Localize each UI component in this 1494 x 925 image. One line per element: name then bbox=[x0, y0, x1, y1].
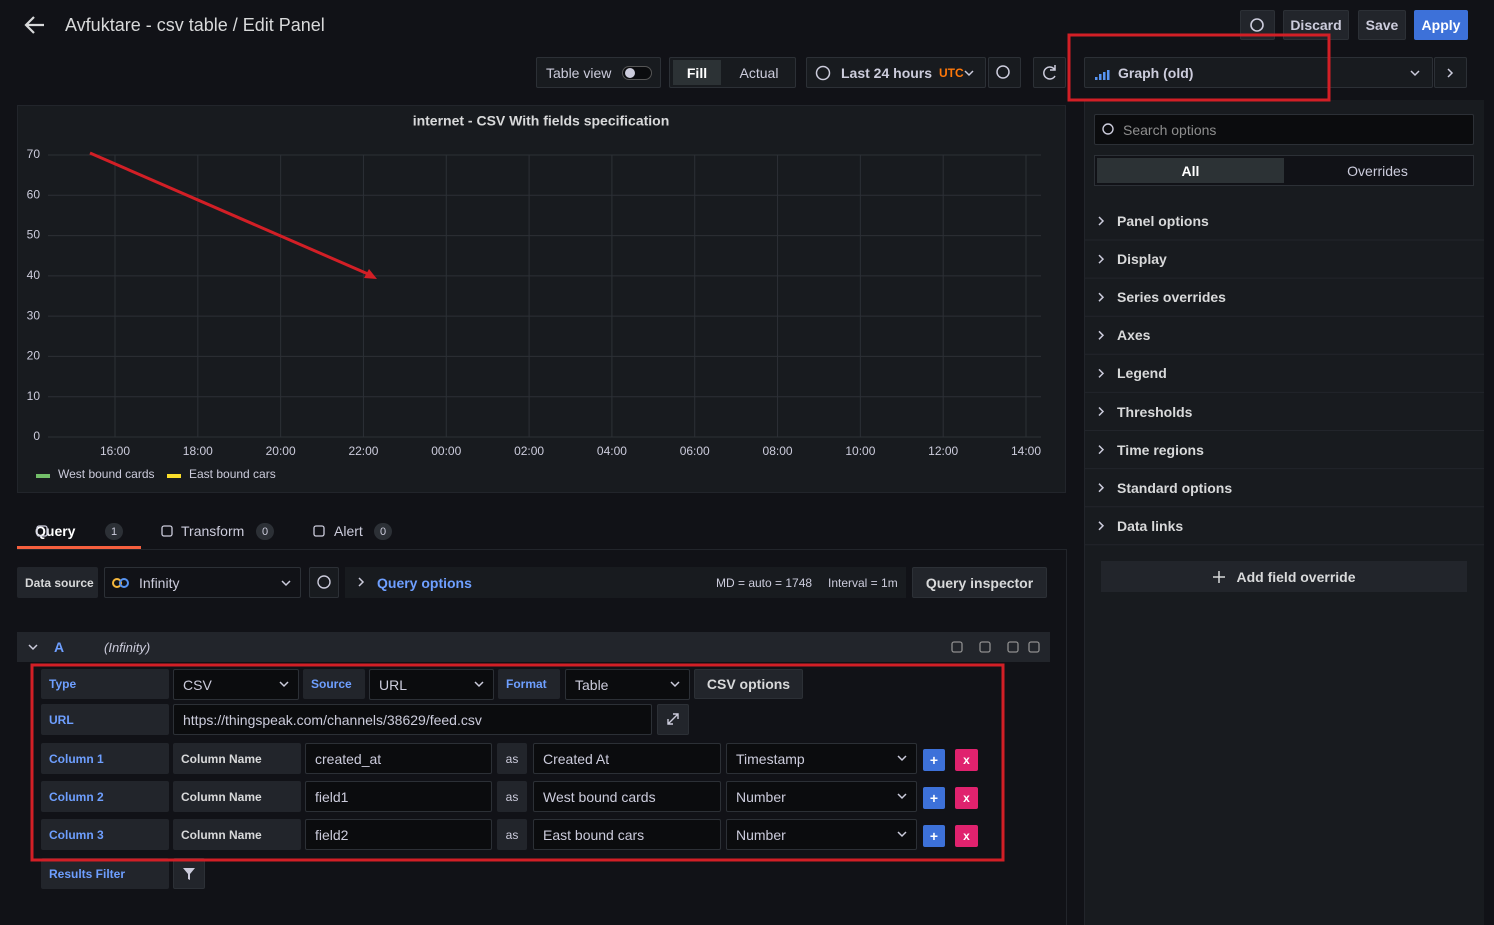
time-range: Last 24 hours bbox=[841, 64, 933, 81]
actual-button[interactable]: Actual bbox=[739, 64, 779, 81]
options-section[interactable]: Display bbox=[1117, 251, 1167, 268]
as-label: as bbox=[497, 743, 527, 774]
column-label: Column 1 bbox=[41, 743, 169, 774]
table-view-label: Table view bbox=[546, 64, 612, 81]
url-label: URL bbox=[41, 704, 169, 735]
column-name-label: Column Name bbox=[173, 819, 301, 850]
csv-options-button[interactable]: CSV options bbox=[694, 669, 803, 699]
query-options[interactable]: Query options bbox=[377, 574, 472, 591]
as-label: as bbox=[497, 781, 527, 812]
page-title: Avfuktare - csv table / Edit Panel bbox=[65, 14, 325, 35]
expand-button[interactable] bbox=[657, 704, 689, 735]
type-select[interactable]: CSV bbox=[173, 669, 299, 700]
options-section[interactable]: Series overrides bbox=[1117, 289, 1226, 306]
remove-column-button[interactable]: x bbox=[955, 749, 978, 771]
add-column-button[interactable]: + bbox=[923, 787, 945, 809]
apply-button[interactable]: Apply bbox=[1414, 10, 1468, 40]
query-tab[interactable]: Alert bbox=[334, 523, 363, 539]
options-tab[interactable]: Overrides bbox=[1347, 162, 1408, 179]
column-alias[interactable]: East bound cars bbox=[533, 819, 721, 850]
options-section[interactable]: Time regions bbox=[1117, 441, 1204, 458]
tab-count: 0 bbox=[256, 523, 274, 540]
discard-button[interactable]: Discard bbox=[1283, 10, 1349, 40]
options-tab[interactable]: All bbox=[1097, 158, 1284, 183]
tab-count: 0 bbox=[374, 523, 392, 540]
options-section[interactable]: Panel options bbox=[1117, 213, 1209, 229]
remove-column-button[interactable]: x bbox=[955, 787, 978, 809]
query-tab-underline bbox=[17, 546, 141, 549]
column-type[interactable]: Timestamp bbox=[726, 743, 917, 774]
filter-button[interactable] bbox=[173, 858, 205, 889]
visualization-picker[interactable]: Graph (old) bbox=[1084, 57, 1433, 88]
results-filter-label: Results Filter bbox=[41, 858, 169, 889]
url-input[interactable]: https://thingspeak.com/channels/38629/fe… bbox=[173, 704, 652, 735]
time-range-picker[interactable]: Last 24 hours UTC bbox=[806, 57, 986, 88]
column-type[interactable]: Number bbox=[726, 819, 917, 850]
column-alias[interactable]: Created At bbox=[533, 743, 721, 774]
query-inspector-button[interactable]: Query inspector bbox=[912, 567, 1047, 598]
options-section[interactable]: Axes bbox=[1117, 327, 1151, 344]
save-button[interactable]: Save bbox=[1358, 10, 1406, 40]
right-divider bbox=[1066, 549, 1067, 925]
column-type[interactable]: Number bbox=[726, 781, 917, 812]
datasource-picker[interactable]: Infinity bbox=[104, 567, 301, 598]
settings-button[interactable] bbox=[1240, 10, 1275, 40]
zoom-out-button[interactable] bbox=[988, 57, 1021, 88]
source-select[interactable]: URL bbox=[369, 669, 494, 700]
options-section[interactable]: Legend bbox=[1117, 365, 1167, 382]
options-section[interactable]: Thresholds bbox=[1117, 403, 1193, 420]
column-selector[interactable]: field2 bbox=[305, 819, 492, 850]
as-label: as bbox=[497, 819, 527, 850]
column-label: Column 3 bbox=[41, 819, 169, 850]
remove-column-button[interactable]: x bbox=[955, 825, 978, 847]
help-button[interactable] bbox=[309, 567, 339, 598]
source-label: Source bbox=[303, 669, 365, 699]
type-label: Type bbox=[41, 669, 169, 699]
column-name-label: Column Name bbox=[173, 781, 301, 812]
graph-panel bbox=[17, 105, 1066, 493]
tab-count: 1 bbox=[105, 523, 123, 540]
search-options[interactable]: Search options bbox=[1094, 114, 1474, 145]
toggle-switch bbox=[622, 66, 652, 80]
md-info: MD = auto = 1748 bbox=[716, 575, 813, 590]
refresh-button[interactable] bbox=[1033, 57, 1066, 88]
column-selector[interactable]: field1 bbox=[305, 781, 492, 812]
options-section[interactable]: Data links bbox=[1117, 517, 1184, 534]
datasource-label: Data source bbox=[17, 567, 98, 598]
options-section[interactable]: Standard options bbox=[1117, 479, 1233, 496]
collapse-pane-button[interactable] bbox=[1434, 57, 1467, 88]
query-ref: A bbox=[54, 639, 65, 655]
options-pane bbox=[1084, 100, 1484, 925]
add-column-button[interactable]: + bbox=[923, 749, 945, 771]
format-select[interactable]: Table bbox=[565, 669, 690, 700]
add-override-button[interactable]: Add field override bbox=[1101, 561, 1467, 592]
fill-button[interactable]: Fill bbox=[673, 60, 721, 85]
column-selector[interactable]: created_at bbox=[305, 743, 492, 774]
query-options-bar bbox=[345, 567, 906, 598]
tabs-divider bbox=[17, 549, 1066, 550]
interval-info: Interval = 1m bbox=[828, 575, 898, 590]
add-column-button[interactable]: + bbox=[923, 825, 945, 847]
query-datasource: (Infinity) bbox=[104, 639, 151, 655]
timezone: UTC bbox=[939, 65, 964, 80]
query-tab[interactable]: Transform bbox=[181, 523, 245, 539]
column-alias[interactable]: West bound cards bbox=[533, 781, 721, 812]
column-name-label: Column Name bbox=[173, 743, 301, 774]
format-label: Format bbox=[498, 669, 560, 699]
query-row-header bbox=[17, 632, 1050, 662]
column-label: Column 2 bbox=[41, 781, 169, 812]
